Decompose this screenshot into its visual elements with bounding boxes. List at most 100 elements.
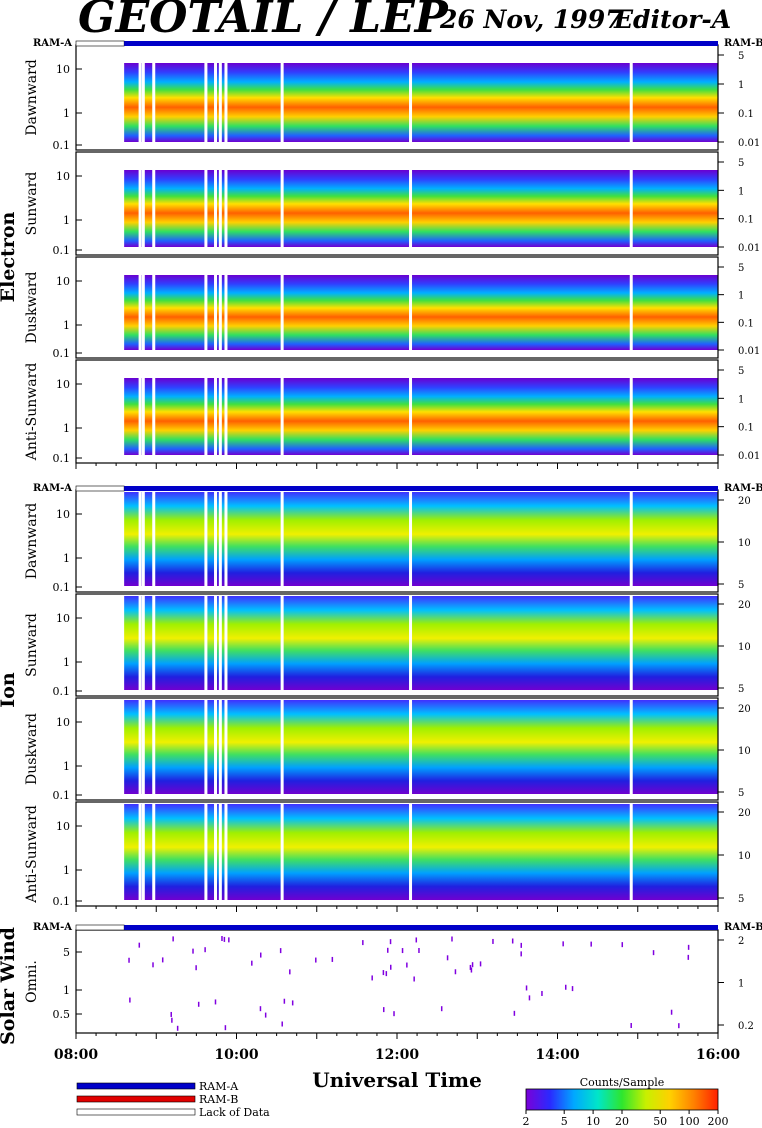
data-gap	[218, 698, 222, 800]
data-point	[223, 936, 226, 942]
data-point	[259, 952, 262, 958]
ram-a-bar	[124, 486, 718, 491]
y-right-tick-label: 0.2	[738, 1021, 754, 1032]
data-point	[451, 936, 453, 942]
spectrogram-data	[124, 596, 718, 690]
data-point	[520, 951, 522, 957]
data-gap	[218, 490, 222, 592]
y-right-tick-label: 5	[738, 894, 744, 905]
data-gap	[629, 594, 633, 696]
data-gap	[152, 698, 156, 800]
ram-b-label: RAM-B	[724, 38, 762, 49]
ram-a-label: RAM-A	[33, 38, 72, 49]
data-gap	[409, 360, 413, 463]
data-point	[630, 1022, 632, 1028]
y-right-tick-label: 2	[738, 936, 744, 947]
data-gap	[629, 45, 633, 150]
data-point	[652, 950, 655, 956]
data-gap	[629, 698, 633, 800]
data-point	[687, 944, 690, 950]
data-gap	[152, 360, 156, 463]
y-right-tick-label: 10	[738, 851, 751, 862]
data-point	[440, 1006, 443, 1012]
data-gap	[141, 490, 145, 592]
data-point	[621, 942, 624, 948]
data-point	[172, 936, 174, 942]
y-tick-label: 10	[56, 716, 70, 729]
y-tick-label: 0.1	[53, 244, 71, 257]
y-right-tick-label: 10	[738, 538, 751, 549]
data-gap	[204, 594, 208, 696]
y-tick-label: 10	[56, 508, 70, 521]
data-gap	[214, 257, 218, 358]
data-gap	[280, 698, 284, 800]
data-gap	[409, 594, 413, 696]
data-gap	[224, 698, 228, 800]
colorbar-tick-label: 10	[586, 1115, 600, 1128]
data-gap	[224, 45, 228, 150]
y-right-tick-label: 20	[738, 808, 751, 819]
data-gap	[141, 698, 145, 800]
spectrogram-data	[124, 63, 718, 142]
data-gap	[409, 490, 413, 592]
y-right-tick-label: 5	[738, 158, 744, 169]
data-gap	[138, 152, 142, 255]
y-right-tick-label: 1	[738, 186, 744, 197]
ram-a-bar	[124, 41, 718, 46]
data-point	[214, 999, 217, 1005]
data-point	[195, 965, 197, 971]
data-point	[670, 1009, 673, 1015]
data-point	[128, 957, 130, 963]
data-gap	[224, 594, 228, 696]
colorbar-tick-label: 2	[523, 1115, 530, 1128]
data-point	[204, 947, 206, 953]
y-right-tick-label: 20	[738, 600, 751, 611]
colorbar-tick-label: 100	[679, 1115, 700, 1128]
x-tick-label: 08:00	[54, 1047, 98, 1063]
ram-a-bar	[124, 925, 718, 930]
y-right-tick-label: 5	[738, 263, 744, 274]
panel-label: Omni.	[24, 960, 40, 1003]
y-tick-label: 0.1	[53, 452, 71, 465]
data-point	[541, 990, 543, 996]
data-gap	[204, 152, 208, 255]
y-right-tick-label: 5	[738, 788, 744, 799]
data-point	[331, 956, 334, 962]
data-point	[528, 995, 531, 1001]
data-gap	[204, 802, 208, 906]
data-point	[678, 1023, 680, 1029]
y-right-tick-label: 5	[738, 684, 744, 695]
data-gap	[141, 360, 145, 463]
y-tick-label: 1	[63, 760, 70, 773]
y-tick-label: 5	[63, 946, 70, 959]
data-gap	[280, 152, 284, 255]
y-right-tick-label: 0.1	[738, 215, 754, 226]
data-gap	[141, 594, 145, 696]
data-gap	[280, 490, 284, 592]
colorbar-tick-label: 200	[708, 1115, 729, 1128]
x-axis-label: Universal Time	[312, 1068, 482, 1092]
y-tick-label: 10	[56, 612, 70, 625]
data-point	[590, 941, 592, 947]
ram-b-label: RAM-B	[724, 483, 762, 494]
colorbar-tick-label: 20	[615, 1115, 629, 1128]
data-gap	[218, 360, 222, 463]
panel-frame	[75, 151, 719, 256]
y-tick-label: 10	[56, 275, 70, 288]
data-point	[418, 947, 420, 953]
data-point	[315, 957, 317, 963]
data-point	[492, 938, 494, 944]
data-point	[525, 985, 528, 991]
y-tick-label: 0.1	[53, 895, 71, 908]
group-label: Solar Wind	[0, 927, 19, 1045]
panel-label: Duskward	[24, 272, 40, 344]
data-point	[562, 941, 564, 947]
data-point	[401, 948, 404, 954]
data-gap	[218, 802, 222, 906]
data-gap	[141, 45, 145, 150]
data-gap	[629, 360, 633, 463]
data-point	[224, 1025, 227, 1031]
data-point	[171, 1017, 173, 1023]
x-tick-label: 10:00	[214, 1047, 258, 1063]
data-gap	[629, 257, 633, 358]
